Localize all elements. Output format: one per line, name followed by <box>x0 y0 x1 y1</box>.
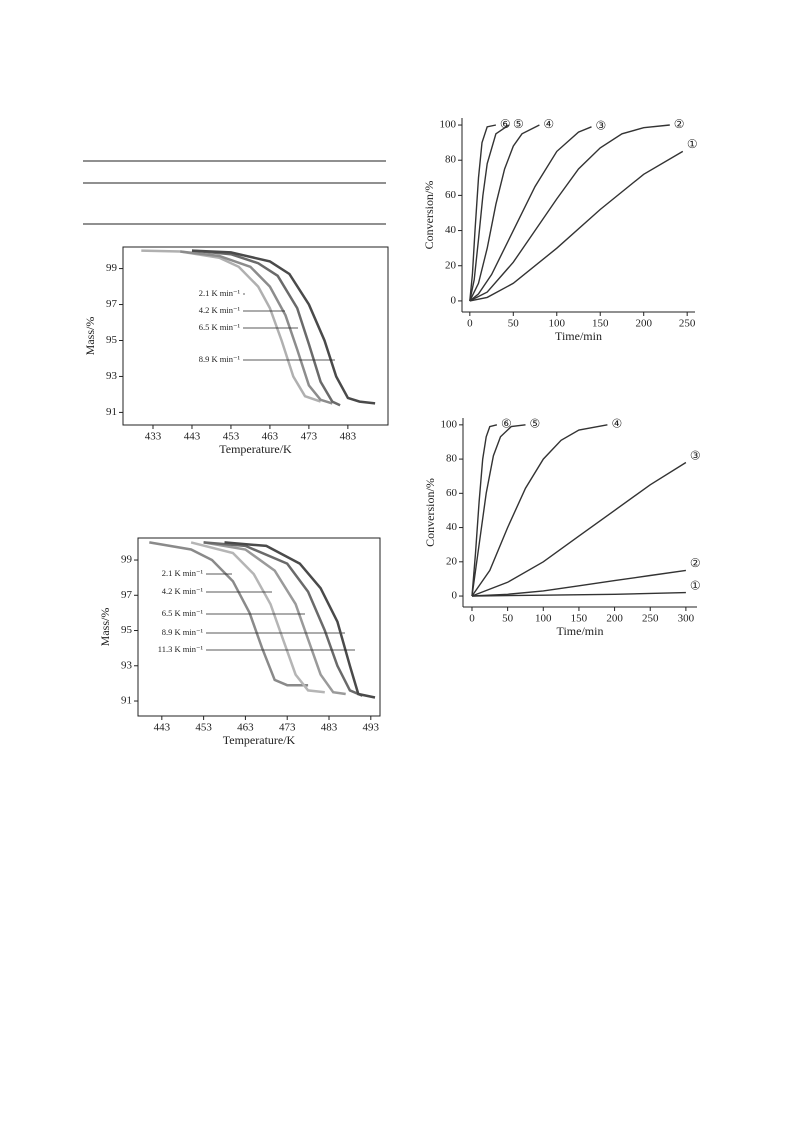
series-line <box>471 424 526 597</box>
x-tick-label: 50 <box>508 318 520 330</box>
series-line <box>471 424 498 597</box>
series-line <box>469 124 510 302</box>
y-axis-title: Mass/% <box>83 317 97 356</box>
x-axis-title: Temperature/K <box>223 733 296 747</box>
y-axis-title: Conversion/% <box>423 478 437 547</box>
x-tick-label: 300 <box>678 613 695 625</box>
y-tick-label: 100 <box>441 418 458 430</box>
y-tick-label: 60 <box>445 189 457 201</box>
y-tick-label: 97 <box>121 589 133 601</box>
series-label: ⑤ <box>513 117 524 131</box>
x-tick-label: 473 <box>301 431 318 443</box>
series-line <box>191 249 376 405</box>
x-tick-label: 150 <box>571 613 588 625</box>
y-tick-label: 97 <box>106 298 118 310</box>
series-line <box>471 591 686 597</box>
series-label: ⑥ <box>500 117 511 131</box>
series-label: ① <box>690 578 701 592</box>
x-tick-label: 50 <box>502 613 514 625</box>
series-line <box>149 541 309 687</box>
series-line <box>469 124 497 301</box>
x-axis-title: Time/min <box>557 624 604 638</box>
x-tick-label: 200 <box>635 318 652 330</box>
series-label: 6.5 K min⁻¹ <box>162 608 204 618</box>
series-label: 2.1 K min⁻¹ <box>162 568 204 578</box>
series-label: ⑤ <box>529 417 540 431</box>
series-line <box>469 124 540 302</box>
x-tick-label: 200 <box>606 613 623 625</box>
series-label: ② <box>690 556 701 570</box>
y-axis-title: Mass/% <box>98 608 112 647</box>
x-tick-label: 493 <box>363 722 380 734</box>
x-tick-label: 463 <box>237 722 254 734</box>
series-line <box>469 126 592 302</box>
series-label: 4.2 K min⁻¹ <box>199 305 241 315</box>
series-label: ⑥ <box>501 417 512 431</box>
series-line <box>471 569 686 597</box>
series-line <box>203 541 363 697</box>
y-tick-label: 91 <box>106 406 117 418</box>
x-tick-label: 453 <box>195 722 212 734</box>
x-axis-title: Time/min <box>555 329 602 343</box>
series-label: 2.1 K min⁻¹ <box>199 288 241 298</box>
x-tick-label: 150 <box>592 318 609 330</box>
x-tick-label: 483 <box>321 722 338 734</box>
series-label: ① <box>687 137 698 151</box>
series-label: 8.9 K min⁻¹ <box>162 627 204 637</box>
series-label: ④ <box>611 417 622 431</box>
x-axis-title: Temperature/K <box>219 442 292 456</box>
x-tick-label: 0 <box>469 613 475 625</box>
series-line <box>471 461 687 597</box>
y-tick-label: 91 <box>121 695 132 707</box>
plot-frame <box>122 246 389 426</box>
series-label: ② <box>674 117 685 131</box>
y-tick-label: 40 <box>446 521 458 533</box>
x-tick-label: 0 <box>467 318 473 330</box>
y-tick-label: 80 <box>445 154 457 166</box>
x-tick-label: 100 <box>549 318 566 330</box>
plot-frame <box>137 537 381 717</box>
x-tick-label: 443 <box>184 431 201 443</box>
x-tick-label: 100 <box>535 613 552 625</box>
series-label: 6.5 K min⁻¹ <box>199 322 241 332</box>
y-tick-label: 20 <box>445 259 457 271</box>
series-line <box>190 541 325 694</box>
y-tick-label: 0 <box>451 294 457 306</box>
y-tick-label: 99 <box>121 554 133 566</box>
x-tick-label: 473 <box>279 722 296 734</box>
series-line <box>191 249 341 407</box>
x-tick-label: 250 <box>679 318 696 330</box>
y-tick-label: 80 <box>446 453 458 465</box>
series-label: ③ <box>596 119 607 133</box>
y-tick-label: 40 <box>445 224 457 236</box>
y-tick-label: 93 <box>106 370 118 382</box>
series-label: ④ <box>543 117 554 131</box>
series-label: 11.3 K min⁻¹ <box>158 644 204 654</box>
y-tick-label: 100 <box>440 119 457 131</box>
y-axis-title: Conversion/% <box>422 181 436 250</box>
x-tick-label: 453 <box>223 431 240 443</box>
y-tick-label: 93 <box>121 659 133 671</box>
y-tick-label: 95 <box>106 334 118 346</box>
series-line <box>469 150 684 302</box>
x-tick-label: 443 <box>154 722 171 734</box>
series-label: 4.2 K min⁻¹ <box>162 586 204 596</box>
series-label: ③ <box>690 448 701 462</box>
y-tick-label: 95 <box>121 624 133 636</box>
x-tick-label: 483 <box>340 431 357 443</box>
y-tick-label: 99 <box>106 262 118 274</box>
x-tick-label: 250 <box>642 613 659 625</box>
series-line <box>471 424 608 597</box>
series-line <box>224 541 376 699</box>
x-tick-label: 433 <box>145 431 162 443</box>
series-label: 8.9 K min⁻¹ <box>199 354 241 364</box>
y-tick-label: 60 <box>446 487 458 499</box>
series-line <box>469 124 670 302</box>
x-tick-label: 463 <box>262 431 279 443</box>
y-tick-label: 0 <box>452 590 458 602</box>
series-line <box>203 541 346 696</box>
y-tick-label: 20 <box>446 555 458 567</box>
series-line <box>180 250 333 405</box>
